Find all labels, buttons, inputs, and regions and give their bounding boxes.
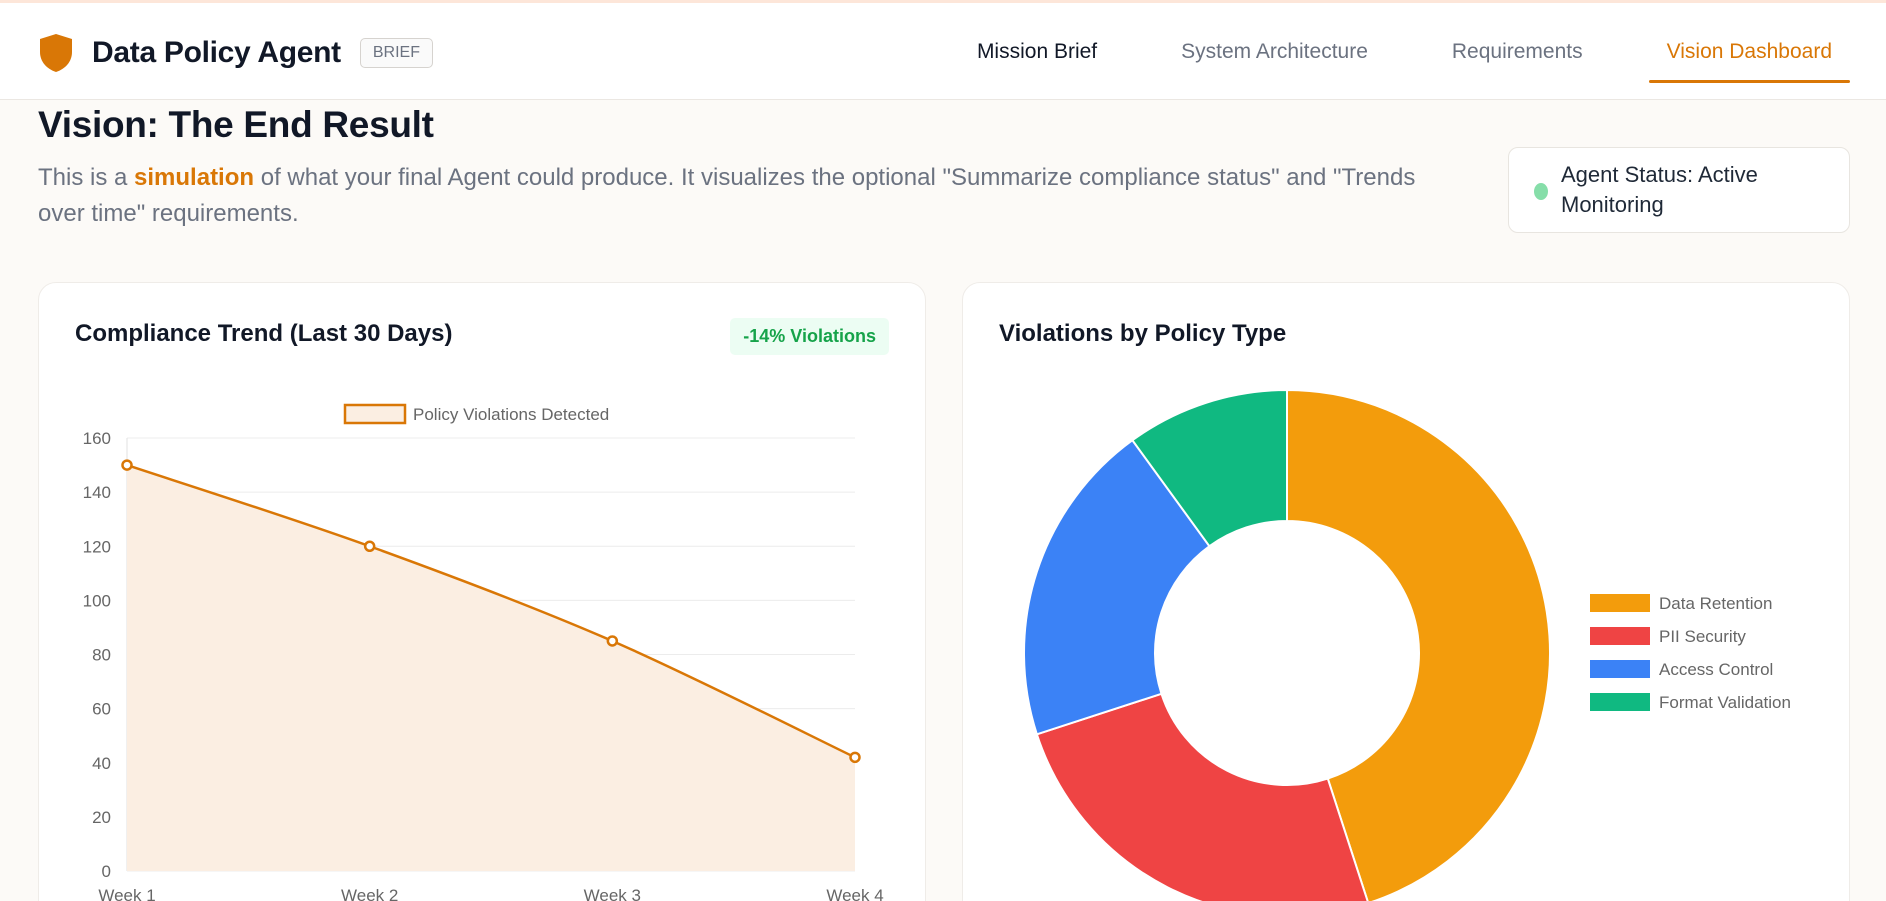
series-line — [126, 463, 856, 759]
app-title: Data Policy Agent — [92, 36, 341, 69]
compliance-trend-chart: Policy Violations Detected 0 20 40 60 80 100 12… — [83, 403, 884, 901]
shield-icon — [40, 34, 72, 72]
legend-swatch — [1590, 660, 1650, 678]
y-tick-label: 20 — [92, 808, 111, 827]
x-tick-label: Week 3 — [584, 886, 641, 901]
intro-highlight: simulation — [134, 164, 255, 191]
agent-status-card: Agent Status: Active Monitoring — [1508, 147, 1850, 233]
y-tick-label: 40 — [92, 754, 111, 773]
legend-label: PII Security — [1659, 627, 1746, 646]
agent-status-label: Agent Status: Active Monitoring — [1561, 162, 1758, 217]
data-point — [121, 459, 133, 471]
y-tick-label: 160 — [83, 429, 111, 448]
violations-by-type-card: Violations by Policy Type Data Retention… — [962, 282, 1850, 901]
y-tick-label: 60 — [92, 700, 111, 719]
nav-links: Mission Brief System Architecture Requir… — [976, 3, 1851, 100]
data-point — [363, 540, 376, 552]
page-title: Vision: The End Result — [38, 104, 434, 145]
brief-badge: BRIEF — [359, 38, 433, 68]
intro-text-end: of what your final Agent could produce. … — [38, 164, 1416, 227]
legend-label: Format Validation — [1659, 693, 1791, 712]
violations-donut-chart: Data Retention PII Security Access Control… — [1023, 388, 1791, 901]
compliance-trend-card: Compliance Trend (Last 30 Days) -14% Vio… — [38, 282, 926, 901]
donut-legend: Data Retention PII Security Access Control… — [1590, 594, 1791, 712]
y-tick-label: 100 — [83, 591, 111, 610]
data-point — [606, 635, 619, 647]
x-tick-label: Week 1 — [98, 886, 155, 901]
data-point — [849, 751, 861, 764]
y-tick-label: 80 — [92, 646, 111, 665]
intro-text: This is a simulation of what your final … — [38, 160, 1438, 232]
legend-swatch — [1590, 594, 1650, 612]
legend-swatch — [343, 403, 407, 425]
brand[interactable]: Data Policy Agent BRIEF — [38, 33, 433, 73]
y-tick-label: 120 — [83, 537, 111, 556]
legend-swatch — [1590, 693, 1650, 711]
donut-card-title: Violations by Policy Type — [999, 320, 1287, 347]
violations-change-badge: -14% Violations — [730, 318, 889, 355]
series-area-fill — [127, 465, 855, 871]
y-tick-label: 0 — [102, 862, 111, 881]
x-tick-label: Week 2 — [341, 886, 398, 901]
legend-label: Access Control — [1659, 660, 1773, 679]
nav-vision-dashboard[interactable]: Vision Dashboard — [1648, 3, 1851, 100]
intro-text-start: This is a — [38, 164, 135, 191]
top-accent-line — [0, 0, 1886, 3]
legend-swatch — [1590, 627, 1650, 645]
nav-system-architecture[interactable]: System Architecture — [1181, 40, 1368, 63]
legend-label: Policy Violations Detected — [413, 405, 609, 424]
donut-slice — [1131, 388, 1288, 548]
donut-slice — [1035, 692, 1369, 901]
trend-card-title: Compliance Trend (Last 30 Days) — [75, 320, 453, 347]
legend-label: Data Retention — [1659, 594, 1772, 613]
donut-slice — [1023, 438, 1211, 736]
nav-mission-brief[interactable]: Mission Brief — [976, 40, 1098, 63]
status-indicator-dot — [1534, 183, 1548, 200]
donut-slice — [1286, 388, 1551, 901]
y-tick-label: 140 — [83, 483, 111, 502]
top-navigation-bar: Data Policy Agent BRIEF Mission Brief Sy… — [0, 3, 1886, 100]
chart-legend: Policy Violations Detected — [343, 403, 609, 425]
nav-requirements[interactable]: Requirements — [1451, 40, 1583, 63]
x-tick-label: Week 4 — [826, 886, 883, 901]
